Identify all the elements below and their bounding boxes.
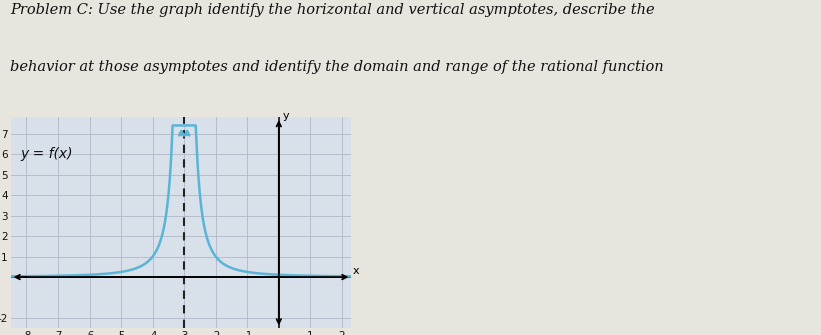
Text: behavior at those asymptotes and identify the domain and range of the rational f: behavior at those asymptotes and identif… [10, 60, 663, 74]
Text: y = f(x): y = f(x) [21, 147, 72, 161]
Text: x: x [353, 266, 360, 276]
Text: Problem C: Use the graph identify the horizontal and vertical asymptotes, descri: Problem C: Use the graph identify the ho… [10, 3, 654, 17]
Text: y: y [282, 111, 289, 121]
